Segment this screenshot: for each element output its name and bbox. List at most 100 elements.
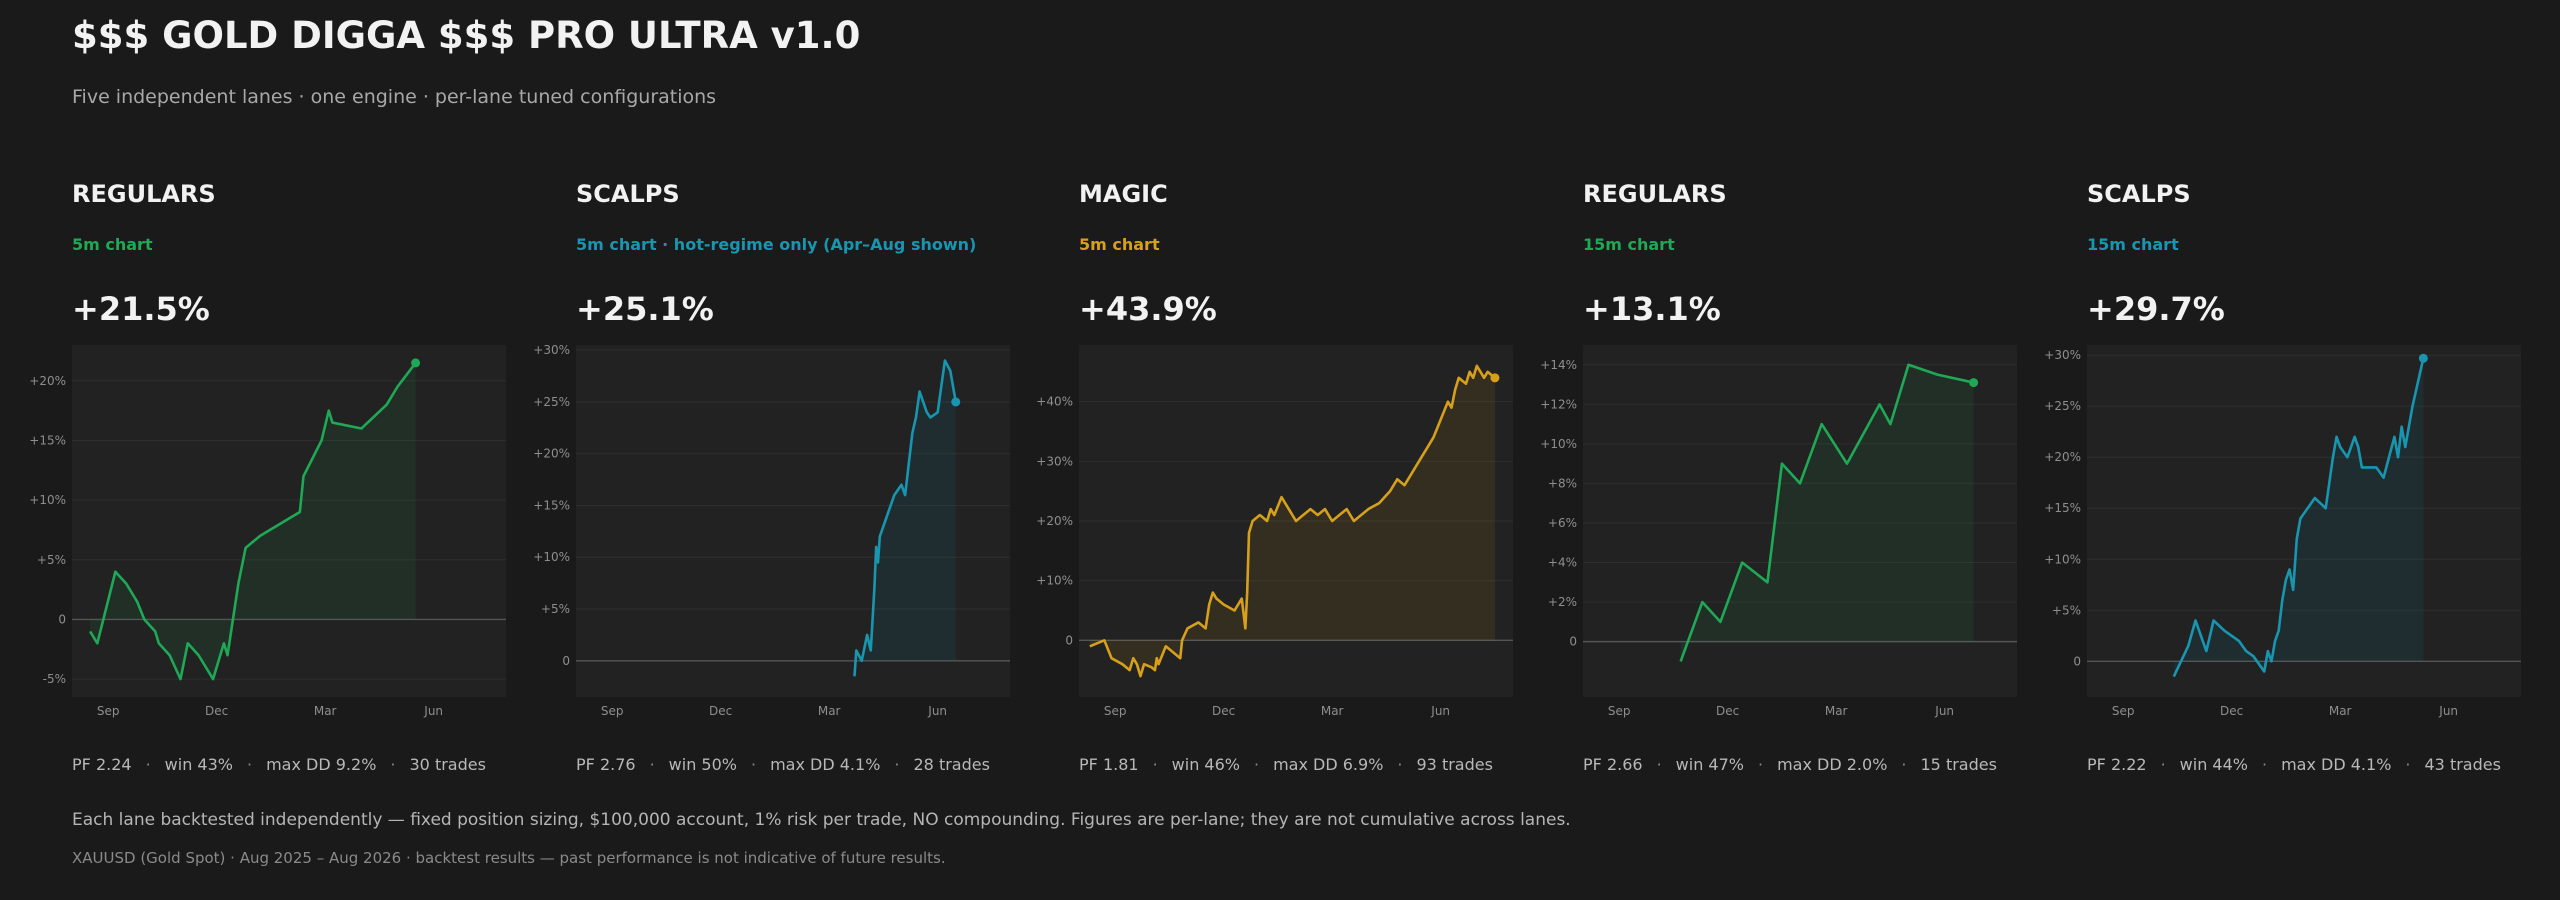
x-tick-label: Dec [1212, 704, 1235, 718]
lane-2: SCALPS 5m chart · hot-regime only (Apr–A… [533, 0, 1016, 900]
lane-stats: PF 2.76 · win 50% · max DD 4.1% · 28 trades [576, 755, 990, 774]
equity-chart: 0 +5% +10% +15% +20% +25% +30% Sep Dec Mar Jun [533, 343, 1010, 718]
x-tick-label: Mar [2329, 704, 2352, 718]
win-rate: win 50% [668, 755, 737, 774]
lane-name: REGULARS [1583, 180, 1727, 208]
y-tick-label: +25% [533, 395, 570, 409]
lane-return: +13.1% [1583, 290, 1721, 328]
y-tick-label: 0 [2073, 654, 2081, 668]
y-tick-label: +10% [533, 550, 570, 564]
y-tick-label: 0 [58, 612, 66, 626]
y-tick-label: +15% [29, 433, 66, 447]
max-drawdown: max DD 4.1% [2281, 755, 2392, 774]
lane-stats: PF 2.22 · win 44% · max DD 4.1% · 43 trades [2087, 755, 2501, 774]
y-tick-label: +8% [1548, 476, 1577, 490]
equity-line [1089, 364, 1496, 678]
disclaimer-note: Each lane backtested independently — fix… [72, 810, 1571, 830]
lane-4: REGULARS 15m chart +13.1% 0 +2% +4% +6% +8% +… [1540, 0, 2023, 900]
y-tick-label: +10% [29, 493, 66, 507]
lane-stats: PF 2.24 · win 43% · max DD 9.2% · 30 trades [72, 755, 486, 774]
equity-line [88, 362, 417, 681]
y-tick-label: +10% [2044, 552, 2081, 566]
end-point-marker [411, 358, 421, 368]
x-tick-label: Mar [1321, 704, 1344, 718]
x-tick-label: Mar [314, 704, 337, 718]
win-rate: win 44% [2179, 755, 2248, 774]
y-tick-label: +30% [1036, 454, 1073, 468]
max-drawdown: max DD 4.1% [770, 755, 881, 774]
equity-line [853, 359, 958, 677]
chart-background [2087, 345, 2521, 697]
x-tick-label: Dec [1716, 704, 1739, 718]
end-point-marker [1490, 373, 1500, 383]
lane-return: +25.1% [576, 290, 714, 328]
lane-tag: 5m chart [1079, 235, 1160, 254]
lane-name: SCALPS [2087, 180, 2191, 208]
x-tick-label: Jun [1934, 704, 1954, 718]
profit-factor: PF 2.66 [1583, 755, 1643, 774]
y-tick-label: +30% [533, 343, 570, 357]
equity-area [1680, 364, 1974, 662]
x-tick-label: Sep [2112, 704, 2135, 718]
trade-count: 93 trades [1416, 755, 1493, 774]
equity-area [1089, 365, 1495, 677]
lane-tag: 15m chart [2087, 235, 2179, 254]
trade-count: 15 trades [1920, 755, 1997, 774]
x-tick-label: Sep [1104, 704, 1127, 718]
lane-stats: PF 2.66 · win 47% · max DD 2.0% · 15 trades [1583, 755, 1997, 774]
lane-tag: 15m chart [1583, 235, 1675, 254]
x-tick-label: Mar [1825, 704, 1848, 718]
lane-return: +29.7% [2087, 290, 2225, 328]
lane-return: +43.9% [1079, 290, 1217, 328]
x-tick-label: Sep [601, 704, 624, 718]
lane-tag: 5m chart · hot-regime only (Apr–Aug show… [576, 235, 977, 254]
equity-line [2172, 357, 2425, 678]
y-tick-label: +5% [541, 602, 570, 616]
x-tick-label: Dec [2220, 704, 2243, 718]
lane-return: +21.5% [72, 290, 210, 328]
y-tick-label: 0 [562, 654, 570, 668]
x-tick-label: Mar [818, 704, 841, 718]
y-tick-label: +14% [1540, 358, 1577, 372]
y-tick-label: +20% [1036, 514, 1073, 528]
win-rate: win 47% [1675, 755, 1744, 774]
y-tick-label: +25% [2044, 399, 2081, 413]
lane-name: REGULARS [72, 180, 216, 208]
x-tick-label: Dec [709, 704, 732, 718]
y-tick-label: +30% [2044, 348, 2081, 362]
profit-factor: PF 2.22 [2087, 755, 2147, 774]
x-tick-label: Dec [205, 704, 228, 718]
max-drawdown: max DD 2.0% [1777, 755, 1888, 774]
page-title: $$$ GOLD DIGGA $$$ PRO ULTRA v1.0 [72, 14, 861, 57]
x-tick-label: Sep [97, 704, 120, 718]
y-tick-label: +20% [29, 374, 66, 388]
equity-chart: -5% 0 +5% +10% +15% +20% Sep Dec Mar Jun [29, 345, 506, 718]
lane-stats: PF 1.81 · win 46% · max DD 6.9% · 93 trades [1079, 755, 1493, 774]
y-tick-label: +5% [37, 553, 66, 567]
y-tick-label: +12% [1540, 397, 1577, 411]
y-tick-label: +10% [1540, 437, 1577, 451]
equity-chart: 0 +2% +4% +6% +8% +10% +12% +14% Sep Dec Mar Jun [1540, 345, 2017, 718]
page-subtitle: Five independent lanes · one engine · pe… [72, 86, 717, 108]
end-point-marker [1969, 378, 1979, 388]
x-tick-label: Jun [423, 704, 443, 718]
lane-name: SCALPS [576, 180, 680, 208]
equity-area [90, 362, 416, 680]
chart-background [72, 345, 506, 697]
lane-1: REGULARS 5m chart +21.5% -5% 0 +5% +10% +15%… [29, 0, 512, 900]
win-rate: win 43% [164, 755, 233, 774]
x-tick-label: Jun [927, 704, 947, 718]
end-point-marker [951, 397, 961, 407]
y-tick-label: +6% [1548, 516, 1577, 530]
equity-area [854, 360, 956, 677]
lane-3: MAGIC 5m chart +43.9% 0 +10% +20% +30% +40% S… [1036, 0, 1519, 900]
y-tick-label: +2% [1548, 595, 1577, 609]
trade-count: 43 trades [2424, 755, 2501, 774]
x-tick-label: Jun [2438, 704, 2458, 718]
y-tick-label: +5% [2052, 603, 2081, 617]
chart-background [1583, 345, 2017, 697]
lane-tag: 5m chart [72, 235, 153, 254]
win-rate: win 46% [1171, 755, 1240, 774]
y-tick-label: +20% [533, 447, 570, 461]
y-tick-label: +15% [2044, 501, 2081, 515]
